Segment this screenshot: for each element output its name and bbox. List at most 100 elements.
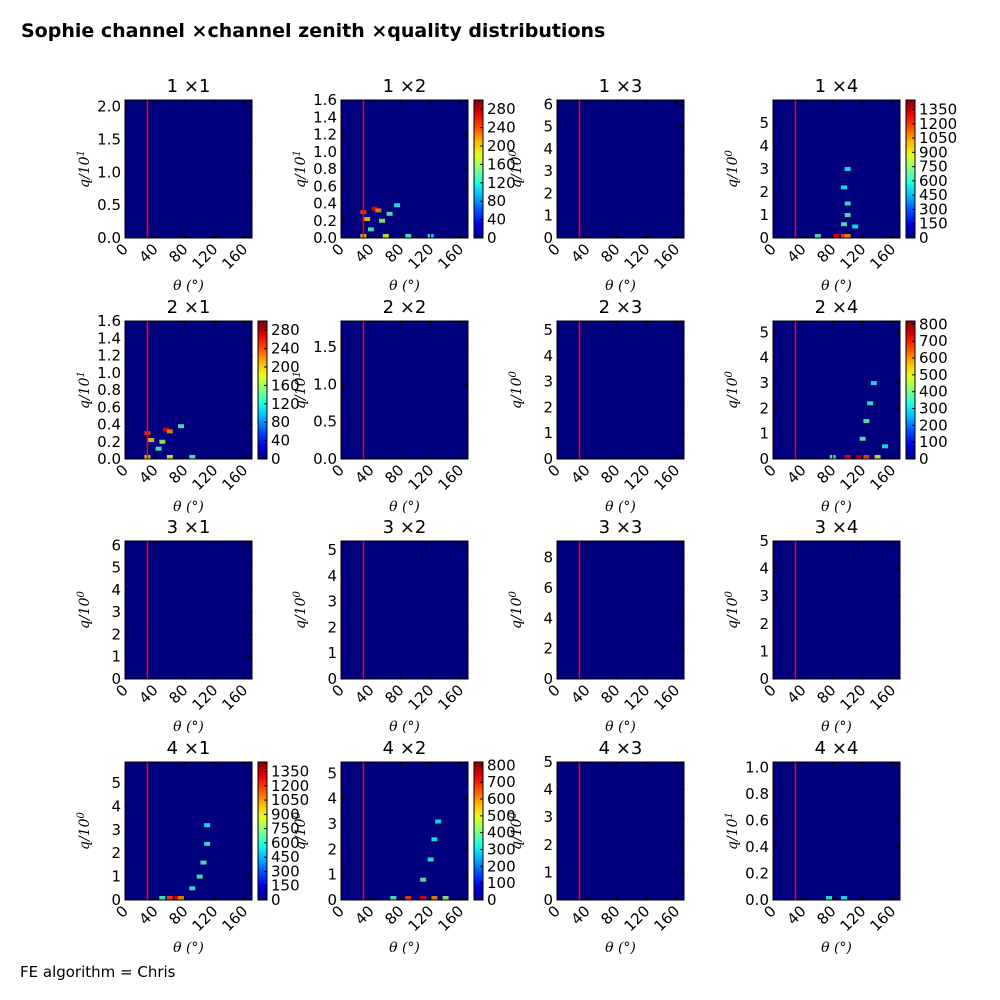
y-tick-label: 0.5 [313,413,337,431]
colorbar-tick-label: 80 [271,413,290,431]
axes-frame [556,540,685,680]
y-tick-label: 0 [543,670,553,688]
axes-frame [340,320,469,460]
y-tick-label: 4 [543,347,553,365]
y-axis-label: q/101 [76,150,94,188]
y-axis-label: q/100 [508,370,526,409]
colorbar-tick-label: 40 [487,211,506,229]
panel-title: 2 ×1 [167,297,211,318]
x-tick-label: 40 [783,240,809,266]
colorbar-tick-label: 1200 [919,115,957,133]
heatmap-cell [166,896,173,900]
heatmap-cell [867,401,874,406]
heatmap-cell [375,208,382,213]
x-tick-label: 40 [567,461,593,487]
x-tick-label: 80 [813,681,839,707]
heatmap-cell [863,455,870,459]
heatmap-cell [163,427,170,432]
x-tick-label: 40 [135,902,161,928]
heatmap-background [773,762,900,900]
heatmap-background [557,541,684,679]
y-tick-label: 0.4 [745,838,769,856]
heatmap-background [341,100,468,238]
x-tick-label: 40 [135,461,161,487]
colorbar-tick-label: 120 [487,174,516,192]
y-tick-label: 0 [327,670,337,688]
colorbar-tick-label: 600 [919,349,948,367]
x-axis-label: θ (°) [605,719,636,735]
x-tick-label: 120 [188,681,221,714]
colorbar-tick-label: 150 [271,877,300,895]
x-tick-label: 120 [836,681,869,714]
axes-frame [124,540,253,680]
colorbar-tick-label: 600 [271,834,300,852]
x-tick-label: 40 [351,902,377,928]
y-tick-label: 5 [327,541,337,559]
x-tick-label: 160 [650,681,683,714]
y-axis-label: q/101 [724,812,742,850]
colorbar-tick-label: 280 [271,321,300,339]
x-tick-label: 40 [351,681,377,707]
heatmap-cell [420,877,427,882]
heatmap-cell [386,211,393,216]
y-tick-label: 1 [759,642,769,660]
x-tick-label: 40 [135,681,161,707]
x-tick-label: 80 [597,461,623,487]
y-tick-label: 4 [543,609,553,627]
colorbar-tick-label: 300 [271,862,300,880]
x-tick-label: 160 [650,902,683,935]
y-axis-label: q/100 [724,149,742,188]
x-tick-label: 160 [650,240,683,273]
heatmap-cell [189,455,196,459]
x-tick-label: 40 [351,461,377,487]
x-axis-label: θ (°) [389,499,420,515]
y-tick-label: 5 [759,114,769,132]
y-tick-label: 0 [543,450,553,468]
colorbar-tick-label: 900 [271,805,300,823]
colorbar-tick-label: 1200 [271,777,309,795]
heatmap-background [341,762,468,900]
colorbar-tick-label: 0 [487,229,497,247]
heatmap-cell [427,857,434,862]
colorbar-tick-label: 1050 [919,129,957,147]
y-tick-label: 0 [543,229,553,247]
y-tick-label: 4 [759,349,769,367]
y-tick-label: 0.2 [313,212,337,230]
x-tick-label: 80 [381,461,407,487]
x-tick-label: 80 [165,902,191,928]
y-axis-label: q/100 [508,590,526,629]
heatmap-cell [166,455,173,459]
heatmap-cell [420,896,427,900]
panel-title: 2 ×3 [599,297,643,318]
x-axis-label: θ (°) [821,940,852,956]
colorbar [473,99,484,239]
colorbar-tick-label: 500 [919,366,948,384]
figure-title: Sophie channel ×channel zenith ×quality … [21,20,605,42]
colorbar-tick-label: 1350 [271,763,309,781]
y-tick-label: 1.2 [313,126,337,144]
axes-frame [772,761,901,901]
axes-frame [556,761,685,901]
heatmap-cell [840,234,847,238]
y-tick-label: 4 [327,790,337,808]
x-tick-label: 160 [434,240,467,273]
y-tick-label: 1.6 [313,91,337,109]
panel-title: 1 ×1 [167,76,211,97]
x-tick-label: 80 [381,902,407,928]
colorbar-tick-label: 400 [919,383,948,401]
y-tick-label: 4 [111,797,121,815]
y-tick-label: 2 [543,398,553,416]
heatmap-cell [189,886,196,891]
axes-frame [772,320,901,460]
heatmap-cell [844,234,851,238]
y-tick-label: 5 [543,321,553,339]
x-tick-label: 160 [650,461,683,494]
panel-title: 1 ×3 [599,76,643,97]
heatmap-cell [178,424,185,429]
